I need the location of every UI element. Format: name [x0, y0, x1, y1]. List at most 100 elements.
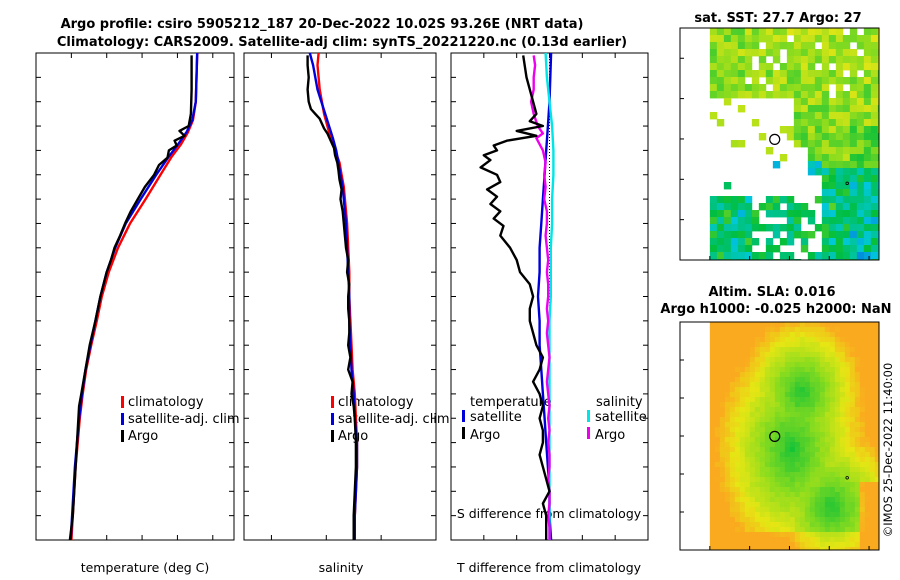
map-cell	[769, 497, 776, 503]
map-cell	[874, 417, 879, 423]
map-cell	[724, 542, 731, 548]
map-cell	[729, 517, 736, 523]
map-cell	[774, 497, 781, 503]
legend-swatch-s-satellite	[587, 410, 590, 422]
map-cell	[863, 168, 872, 176]
map-cell	[789, 332, 796, 338]
map-cell	[842, 126, 851, 134]
map-cell	[793, 231, 802, 239]
map-cell	[859, 397, 866, 403]
map-cell	[804, 482, 811, 488]
map-cell	[779, 507, 786, 513]
map-cell	[856, 203, 865, 211]
map-cell	[834, 437, 841, 443]
map-cell	[719, 497, 726, 503]
map-cell	[804, 462, 811, 468]
map-cell	[849, 56, 858, 64]
map-cell	[877, 126, 879, 134]
map-cell	[749, 362, 756, 368]
map-cell	[807, 126, 816, 134]
map-cell	[834, 337, 841, 343]
map-cell	[719, 502, 726, 508]
map-cell	[794, 322, 801, 328]
map-cell	[800, 77, 809, 85]
map-cell	[709, 462, 716, 468]
map-cell	[877, 175, 879, 183]
map-cell	[814, 477, 821, 483]
map-cell	[870, 245, 879, 253]
map-cell	[723, 182, 732, 190]
map-cell	[828, 35, 837, 43]
map-cell	[716, 245, 725, 253]
map-cell	[779, 422, 786, 428]
map-cell	[759, 392, 766, 398]
map-cell	[819, 447, 826, 453]
map-cell	[759, 517, 766, 523]
map-cell	[863, 217, 872, 225]
map-cell	[794, 527, 801, 533]
map-cell	[804, 377, 811, 383]
map-cell	[814, 422, 821, 428]
map-cell	[839, 542, 846, 548]
map-cell	[804, 352, 811, 358]
map-cell	[709, 392, 716, 398]
map-cell	[758, 84, 767, 92]
map-cell	[744, 28, 753, 36]
map-cell	[814, 537, 821, 543]
map-cell	[744, 542, 751, 548]
map-cell	[729, 507, 736, 513]
map-cell	[724, 452, 731, 458]
map-cell	[849, 407, 856, 413]
map-cell	[793, 49, 802, 57]
map-cell	[789, 542, 796, 548]
map-cell	[819, 382, 826, 388]
map-cell	[779, 457, 786, 463]
map-cell	[835, 175, 844, 183]
map-cell	[863, 210, 872, 218]
map-cell	[764, 407, 771, 413]
map-cell	[870, 203, 879, 211]
map-cell	[751, 91, 760, 99]
map-cell	[874, 347, 879, 353]
map-cell	[849, 377, 856, 383]
map-cell	[842, 224, 851, 232]
map-cell	[809, 327, 816, 333]
map-cell	[849, 126, 858, 134]
map-cell	[864, 507, 871, 513]
map-cell	[709, 472, 716, 478]
map-cell	[849, 140, 858, 148]
map-cell	[804, 442, 811, 448]
map-cell	[724, 417, 731, 423]
map-cell	[709, 487, 716, 493]
map-cell	[709, 203, 718, 211]
map-cell	[839, 402, 846, 408]
map-cell	[744, 482, 751, 488]
map-cell	[789, 382, 796, 388]
map-cell	[723, 224, 732, 232]
map-cell	[784, 352, 791, 358]
map-cell	[809, 527, 816, 533]
map-cell	[719, 532, 726, 538]
map-cell	[709, 502, 716, 508]
map-cell	[819, 532, 826, 538]
map-cell	[814, 327, 821, 333]
map-cell	[784, 532, 791, 538]
map-cell	[719, 442, 726, 448]
map-cell	[809, 437, 816, 443]
map-cell	[739, 462, 746, 468]
map-cell	[774, 407, 781, 413]
map-cell	[709, 332, 716, 338]
map-cell	[724, 517, 731, 523]
map-cell	[854, 362, 861, 368]
map-cell	[739, 382, 746, 388]
map-cell	[842, 217, 851, 225]
map-cell	[739, 352, 746, 358]
map-cell	[809, 352, 816, 358]
map-cell	[714, 432, 721, 438]
map-cell	[724, 482, 731, 488]
map-cell	[814, 147, 823, 155]
map-cell	[784, 367, 791, 373]
map-cell	[834, 427, 841, 433]
map-cell	[734, 387, 741, 393]
map-cell	[869, 477, 876, 483]
